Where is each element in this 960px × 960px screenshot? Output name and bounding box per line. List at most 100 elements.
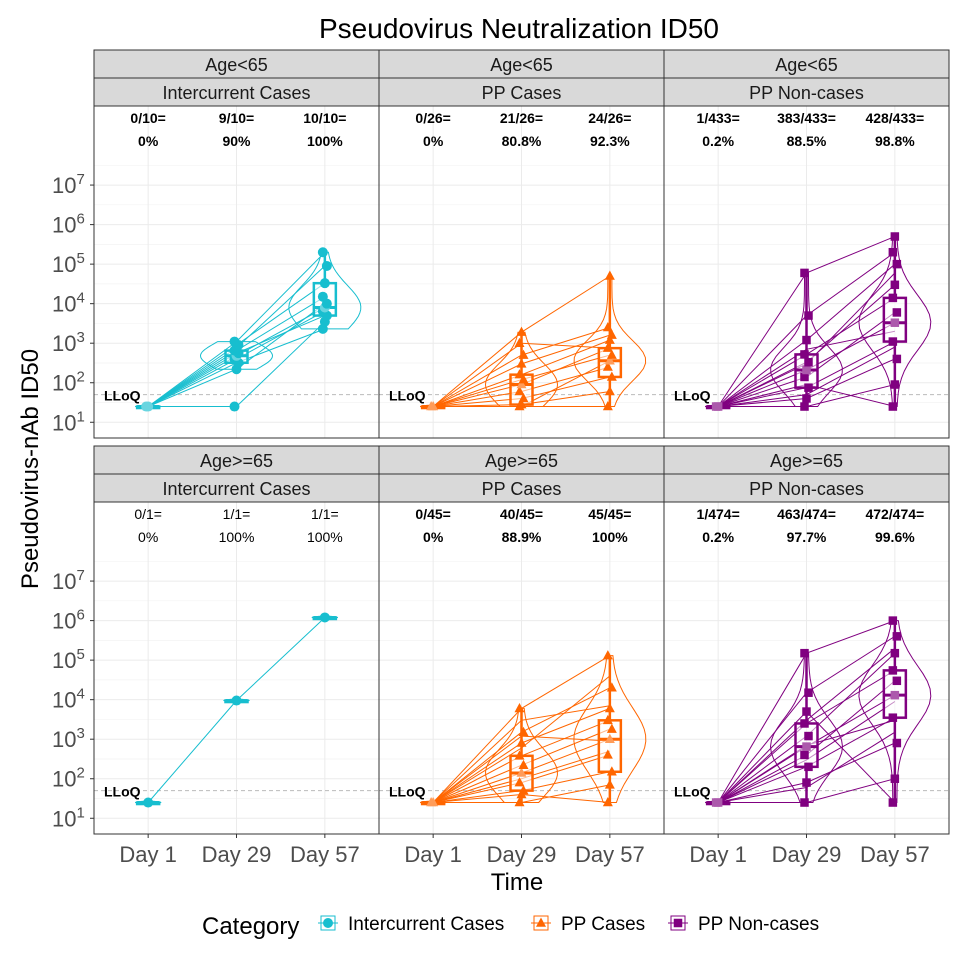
- y-tick-label: 105: [52, 250, 85, 277]
- panels: Age<65 Intercurrent Cases LLoQ 0/10= 0% 9/10=…: [52, 49, 950, 867]
- data-point: [892, 738, 902, 748]
- response-count-label: 45/45=: [588, 506, 631, 522]
- response-rate-label: 100%: [219, 529, 255, 545]
- lloq-label: LLoQ: [674, 388, 711, 404]
- data-point: [514, 797, 525, 807]
- data-point: [518, 726, 529, 736]
- data-point: [518, 759, 529, 769]
- response-count-label: 1/1=: [311, 506, 339, 522]
- data-point: [800, 402, 809, 411]
- strip-age: [93, 49, 380, 79]
- strip-category-label: PP Non-cases: [749, 479, 864, 499]
- data-point: [428, 797, 439, 807]
- data-point: [602, 797, 613, 807]
- data-point: [606, 723, 617, 733]
- data-point: [604, 733, 615, 743]
- data-point: [890, 774, 900, 783]
- data-point: [804, 357, 813, 367]
- data-point: [890, 380, 900, 389]
- data-point: [802, 365, 811, 375]
- strip-category-label: PP Cases: [482, 479, 562, 499]
- data-point: [888, 798, 898, 807]
- lloq-label: LLoQ: [104, 784, 141, 800]
- violin: [484, 331, 559, 407]
- data-point: [800, 648, 809, 658]
- data-point: [428, 401, 439, 411]
- lloq-label: LLoQ: [104, 388, 141, 404]
- data-point: [888, 713, 898, 722]
- lloq-label: LLoQ: [389, 784, 426, 800]
- data-point: [514, 702, 525, 713]
- data-point: [604, 386, 615, 396]
- data-point: [892, 308, 902, 317]
- y-axis-title: Pseudovirus-nAb ID50: [17, 349, 44, 589]
- points: [426, 650, 617, 807]
- data-point: [713, 402, 723, 411]
- data-point: [602, 401, 613, 411]
- x-axis-title: Time: [491, 869, 543, 896]
- data-point: [319, 278, 330, 289]
- lloq-label: LLoQ: [674, 784, 711, 800]
- strip-category-label: Intercurrent Cases: [162, 83, 310, 103]
- strip-category-label: PP Cases: [482, 83, 562, 103]
- strip-category: [378, 473, 665, 503]
- y-tick-label: 106: [52, 607, 85, 634]
- data-point: [804, 311, 813, 320]
- grid: [379, 502, 664, 834]
- x-tick-label: Day 57: [575, 842, 645, 867]
- response-rate-label: 99.6%: [875, 529, 915, 545]
- data-point: [514, 337, 525, 347]
- legend-label: PP Cases: [561, 914, 645, 935]
- y-tick-label: 107: [52, 567, 85, 594]
- response-rate-label: 90%: [222, 133, 251, 149]
- data-point: [606, 349, 617, 359]
- data-point: [516, 767, 527, 777]
- x-tick-label: Day 1: [404, 842, 461, 867]
- y-tick-label: 107: [52, 171, 85, 198]
- response-rate-label: 88.9%: [502, 529, 542, 545]
- response-count-label: 21/26=: [500, 110, 543, 126]
- data-point: [518, 392, 529, 403]
- legend-key-box: [533, 915, 549, 931]
- data-point: [604, 702, 615, 713]
- data-point: [802, 394, 811, 403]
- points: [143, 612, 330, 808]
- data-point: [804, 383, 813, 392]
- strip-age: [93, 445, 380, 475]
- data-point: [518, 349, 529, 359]
- response-rate-label: 0%: [423, 529, 444, 545]
- data-point: [606, 371, 617, 381]
- panel-3: Age<65 PP Non-cases LLoQ 1/433= 0.2% 383/433=…: [663, 49, 950, 439]
- y-tick-label: 106: [52, 211, 85, 238]
- points: [711, 616, 902, 807]
- panel-6: Age>=65 PP Non-cases LLoQ 1/474= 0.2% 463/474…: [663, 445, 950, 867]
- data-point: [890, 280, 900, 290]
- data-point: [143, 401, 154, 412]
- data-point: [516, 379, 527, 389]
- data-point: [604, 270, 615, 280]
- lloq-label: LLoQ: [389, 388, 426, 404]
- strip-category: [93, 77, 380, 107]
- data-point: [890, 232, 900, 241]
- data-point: [892, 632, 902, 641]
- y-tick-label: 103: [52, 725, 85, 752]
- response-count-label: 1/474=: [697, 506, 740, 522]
- data-point: [516, 358, 527, 368]
- response-rate-label: 100%: [307, 529, 343, 545]
- y-tick-label: 102: [52, 765, 85, 792]
- y-tick-label: 104: [52, 686, 85, 713]
- legend-key-box: [670, 915, 686, 931]
- response-count-label: 0/45=: [415, 506, 450, 522]
- points: [426, 270, 617, 411]
- data-point: [892, 676, 902, 686]
- x-tick-label: Day 1: [689, 842, 746, 867]
- strip-age-label: Age>=65: [485, 451, 558, 471]
- data-point: [890, 648, 900, 658]
- data-point: [804, 688, 813, 697]
- data-point: [514, 750, 525, 760]
- legend-label: PP Non-cases: [698, 914, 819, 935]
- response-count-label: 1/1=: [223, 506, 251, 522]
- data-point: [800, 372, 809, 382]
- data-point: [802, 778, 811, 787]
